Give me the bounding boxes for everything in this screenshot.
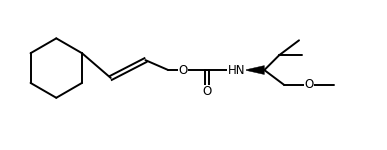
Text: O: O — [178, 64, 188, 76]
Text: O: O — [202, 85, 212, 98]
Text: O: O — [304, 78, 313, 91]
Polygon shape — [245, 66, 264, 75]
Text: HN: HN — [228, 64, 245, 76]
